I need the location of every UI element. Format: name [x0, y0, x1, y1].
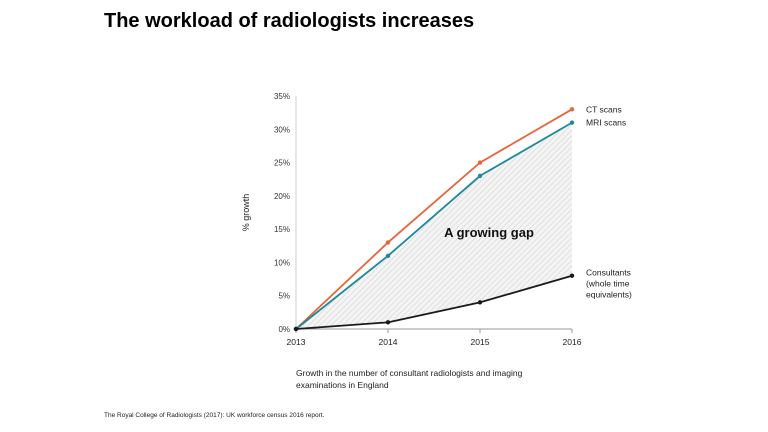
- x-tick-label: 2014: [379, 337, 398, 347]
- gap-area: [296, 122, 572, 329]
- data-point: [569, 107, 575, 112]
- legend-label: MRI scans: [586, 118, 626, 128]
- data-point: [569, 273, 575, 278]
- series-line-1: [295, 121, 573, 330]
- legend-label: (whole time: [586, 279, 630, 289]
- y-tick-label: 10%: [274, 258, 290, 267]
- data-point: [477, 300, 483, 305]
- data-point: [569, 120, 575, 125]
- y-tick-label: 20%: [274, 192, 290, 201]
- data-point: [385, 240, 391, 245]
- chart-subtitle: Growth in the number of consultant radio…: [296, 368, 523, 390]
- legend-label: Consultants: [586, 268, 631, 278]
- data-point: [293, 326, 299, 332]
- legend-label: CT scans: [586, 104, 622, 114]
- x-tick-label: 2016: [563, 337, 582, 347]
- x-tick-label: 2013: [287, 337, 306, 347]
- y-tick-label: 30%: [274, 125, 290, 134]
- y-tick-label: 0%: [278, 325, 290, 334]
- data-point: [385, 253, 391, 258]
- series-line-2: [295, 274, 573, 330]
- series-line-0: [295, 108, 573, 330]
- data-point: [385, 320, 391, 325]
- y-tick-label: 5%: [278, 292, 290, 301]
- legend-label: equivalents): [586, 290, 632, 300]
- y-tick-label: 25%: [274, 159, 290, 168]
- y-tick-label: 35%: [274, 92, 290, 101]
- gap-annotation: A growing gap: [444, 225, 534, 240]
- y-tick-label: 15%: [274, 225, 290, 234]
- data-point: [477, 173, 483, 179]
- source-note: The Royal College of Radiologists (2017)…: [104, 412, 325, 419]
- data-point: [477, 160, 483, 165]
- x-tick-label: 2015: [471, 337, 490, 347]
- page-title: The workload of radiologists increases: [104, 10, 475, 32]
- y-axis-label: % growth: [241, 194, 251, 232]
